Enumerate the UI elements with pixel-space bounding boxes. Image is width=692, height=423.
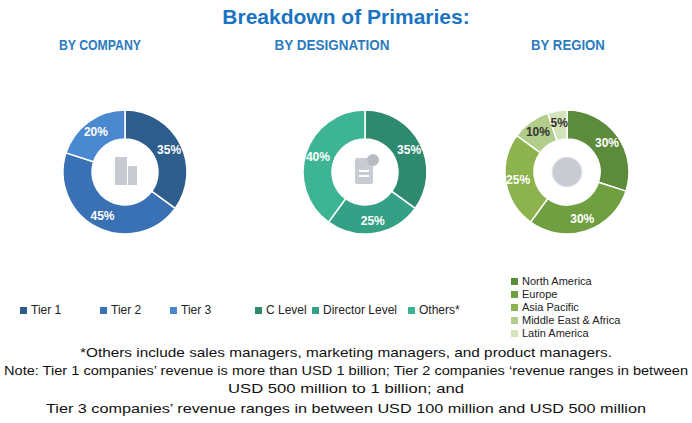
note-line: USD 500 million to 1 billion; and: [228, 381, 464, 396]
note-line: Note: Tier 1 companies’ revenue is more …: [4, 363, 688, 378]
notes: *Others include sales managers, marketin…: [4, 345, 688, 416]
data-label: 10%: [526, 125, 550, 139]
donut-chart: BY COMPANY 35% 45% 20% Tier 1 Tier 2 Tier 3: [20, 37, 212, 317]
slices: [303, 110, 427, 234]
legend-label: Director Level: [323, 303, 397, 317]
donut-chart: BY REGION 30% 30% 25% 10%5% North AmericaEuro…: [505, 37, 629, 339]
legend-swatch: [511, 278, 518, 285]
data-label: 20%: [84, 125, 108, 139]
legend-label: Tier 3: [181, 303, 212, 317]
data-label: 30%: [595, 136, 619, 150]
data-label: 35%: [157, 143, 181, 157]
legend: Tier 1 Tier 2 Tier 3: [20, 303, 212, 317]
legend-swatch: [511, 330, 518, 337]
legend-label: Tier 2: [111, 303, 142, 317]
data-label: 35%: [397, 143, 421, 157]
figure: Breakdown of Primaries: BY COMPANY 35% 45% 2…: [0, 0, 692, 423]
slices: [63, 110, 187, 234]
legend: North AmericaEuropeAsia PacificMiddle Ea…: [511, 275, 621, 339]
data-label: 5%: [551, 116, 569, 130]
data-label: 45%: [91, 209, 115, 223]
legend-swatch: [511, 304, 518, 311]
legend-label: Europe: [522, 288, 557, 300]
center-icon: [355, 154, 379, 184]
data-labels: 35% 45% 20%: [84, 125, 182, 223]
slices: [505, 110, 629, 234]
note-line: Tier 3 companies’ revenue ranges in betw…: [46, 401, 646, 416]
center-icon: [552, 157, 582, 187]
chart-title: BY DESIGNATION: [275, 37, 390, 53]
main-title: Breakdown of Primaries:: [222, 5, 469, 28]
legend-swatch: [312, 307, 319, 314]
icon-shape: [359, 170, 369, 172]
legend-swatch: [255, 307, 262, 314]
icon-shape: [128, 166, 137, 185]
data-labels: 30% 30% 25% 10%5%: [506, 116, 619, 226]
data-label: 25%: [361, 214, 385, 228]
center-icon: [115, 157, 137, 185]
note-line: *Others include sales managers, marketin…: [80, 345, 612, 360]
legend-swatch: [170, 307, 177, 314]
legend-label: Latin America: [522, 327, 590, 339]
icon-shape: [115, 157, 127, 185]
legend-label: Others*: [419, 303, 460, 317]
legend-label: Middle East & Africa: [522, 314, 621, 326]
data-label: 30%: [570, 212, 594, 226]
legend-swatch: [20, 307, 27, 314]
legend-label: C Level: [266, 303, 307, 317]
legend-label: Tier 1: [31, 303, 62, 317]
donut-chart: BY DESIGNATION 35% 25% 40% C Level Director L…: [255, 37, 460, 317]
slice: [63, 153, 175, 234]
legend-label: Asia Pacific: [522, 301, 579, 313]
legend-swatch: [511, 317, 518, 324]
data-label: 40%: [306, 150, 330, 164]
data-labels: 35% 25% 40%: [306, 143, 422, 228]
icon-shape: [552, 157, 582, 187]
legend-swatch: [511, 291, 518, 298]
icon-shape: [367, 154, 379, 166]
slice: [531, 182, 626, 234]
legend-label: North America: [522, 275, 593, 287]
data-label: 25%: [506, 173, 530, 187]
legend: C Level Director Level Others*: [255, 303, 460, 317]
legend-swatch: [408, 307, 415, 314]
icon-shape: [552, 157, 582, 187]
slice: [66, 110, 125, 162]
legend-swatch: [100, 307, 107, 314]
icon-shape: [359, 175, 369, 177]
chart-title: BY COMPANY: [59, 37, 142, 53]
chart-title: BY REGION: [531, 37, 605, 53]
